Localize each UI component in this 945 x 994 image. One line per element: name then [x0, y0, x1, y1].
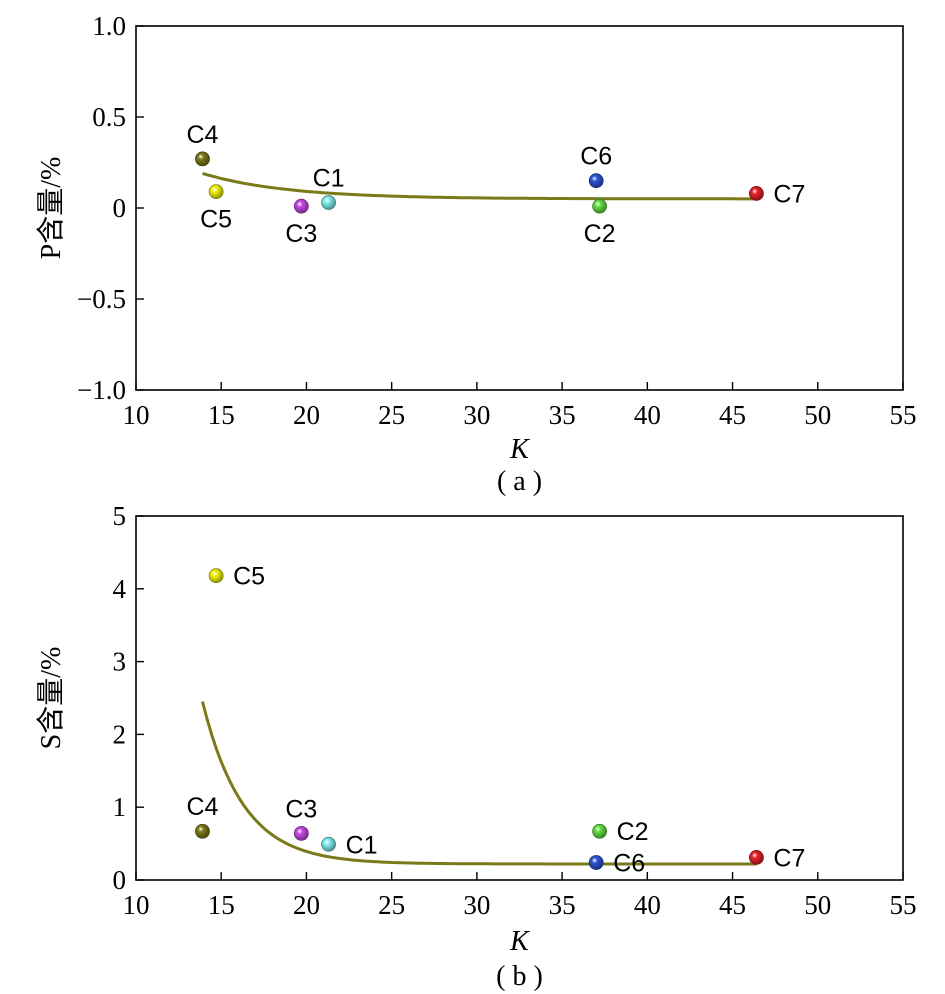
x-tick-label: 45 — [719, 400, 746, 430]
x-tick-label: 25 — [378, 400, 405, 430]
y-tick-label: 0.5 — [92, 102, 126, 132]
y-tick-label: 2 — [113, 719, 127, 749]
x-tick-label: 15 — [208, 400, 235, 430]
point-label-c2: C2 — [617, 818, 649, 846]
y-axis-title: S含量/% — [35, 647, 67, 750]
data-point-c5 — [208, 184, 224, 200]
x-axis-title: K — [509, 434, 530, 465]
y-tick-label: 0 — [113, 865, 127, 895]
x-tick-label: 30 — [463, 400, 490, 430]
data-point-c1 — [321, 836, 337, 852]
data-point-c4 — [195, 823, 210, 839]
x-tick-label: 40 — [634, 890, 661, 920]
point-label-c2: C2 — [584, 220, 616, 248]
data-point-c2 — [592, 823, 608, 839]
data-point-c4 — [195, 151, 210, 167]
data-point-c1 — [321, 195, 337, 210]
x-tick-label: 35 — [549, 400, 576, 430]
y-tick-label: 1 — [113, 792, 127, 822]
point-label-c1: C1 — [313, 165, 345, 193]
panel-caption: ( a ) — [497, 466, 542, 497]
x-tick-label: 35 — [549, 890, 576, 920]
fit-curve — [201, 701, 757, 866]
fit-curve — [202, 171, 757, 201]
data-point-c7 — [749, 186, 764, 201]
point-label-c4: C4 — [186, 121, 218, 149]
x-tick-label: 10 — [123, 890, 150, 920]
x-tick-label: 15 — [208, 890, 235, 920]
x-tick-label: 40 — [634, 400, 661, 430]
y-tick-label: −0.5 — [77, 284, 126, 314]
x-tick-label: 55 — [890, 400, 917, 430]
point-label-c6: C6 — [580, 143, 612, 171]
point-label-c3: C3 — [285, 795, 317, 823]
y-tick-label: 5 — [113, 501, 127, 531]
point-label-c5: C5 — [233, 563, 265, 591]
point-label-c3: C3 — [285, 220, 317, 248]
x-tick-label: 45 — [719, 890, 746, 920]
point-label-c7: C7 — [773, 180, 805, 208]
x-tick-label: 50 — [804, 890, 831, 920]
y-tick-label: 3 — [113, 647, 127, 677]
y-tick-label: 4 — [113, 574, 127, 604]
point-label-c7: C7 — [773, 844, 805, 872]
data-point-c6 — [588, 855, 604, 870]
point-label-c4: C4 — [186, 793, 218, 821]
x-axis-title: K — [509, 926, 530, 957]
x-tick-label: 20 — [293, 400, 320, 430]
point-label-c5: C5 — [200, 206, 232, 234]
x-tick-label: 20 — [293, 890, 320, 920]
x-tick-label: 10 — [123, 400, 150, 430]
x-tick-label: 50 — [804, 400, 831, 430]
data-point-c3 — [293, 826, 309, 841]
chart-panel-1: 10 15 20 25 30 35 40 45 50 55 −1.0 −0.5 0 0.5 1.0 K P含量/… — [35, 11, 917, 497]
y-axis-title: P含量/% — [35, 157, 67, 260]
y-tick-label: −1.0 — [77, 375, 126, 405]
x-tick-label: 55 — [890, 890, 917, 920]
data-point-c3 — [293, 198, 309, 214]
y-tick-label: 0 — [113, 193, 127, 223]
point-label-c6: C6 — [613, 850, 645, 878]
y-tick-label: 1.0 — [92, 11, 126, 41]
plot-frame — [135, 515, 904, 881]
x-tick-label: 25 — [378, 890, 405, 920]
data-point-c2 — [592, 198, 608, 214]
x-tick-label: 30 — [463, 890, 490, 920]
panel-caption: ( b ) — [496, 961, 543, 992]
data-point-c5 — [208, 568, 224, 584]
point-label-c1: C1 — [346, 831, 378, 859]
data-point-c7 — [749, 850, 764, 865]
data-point-c6 — [588, 173, 604, 189]
